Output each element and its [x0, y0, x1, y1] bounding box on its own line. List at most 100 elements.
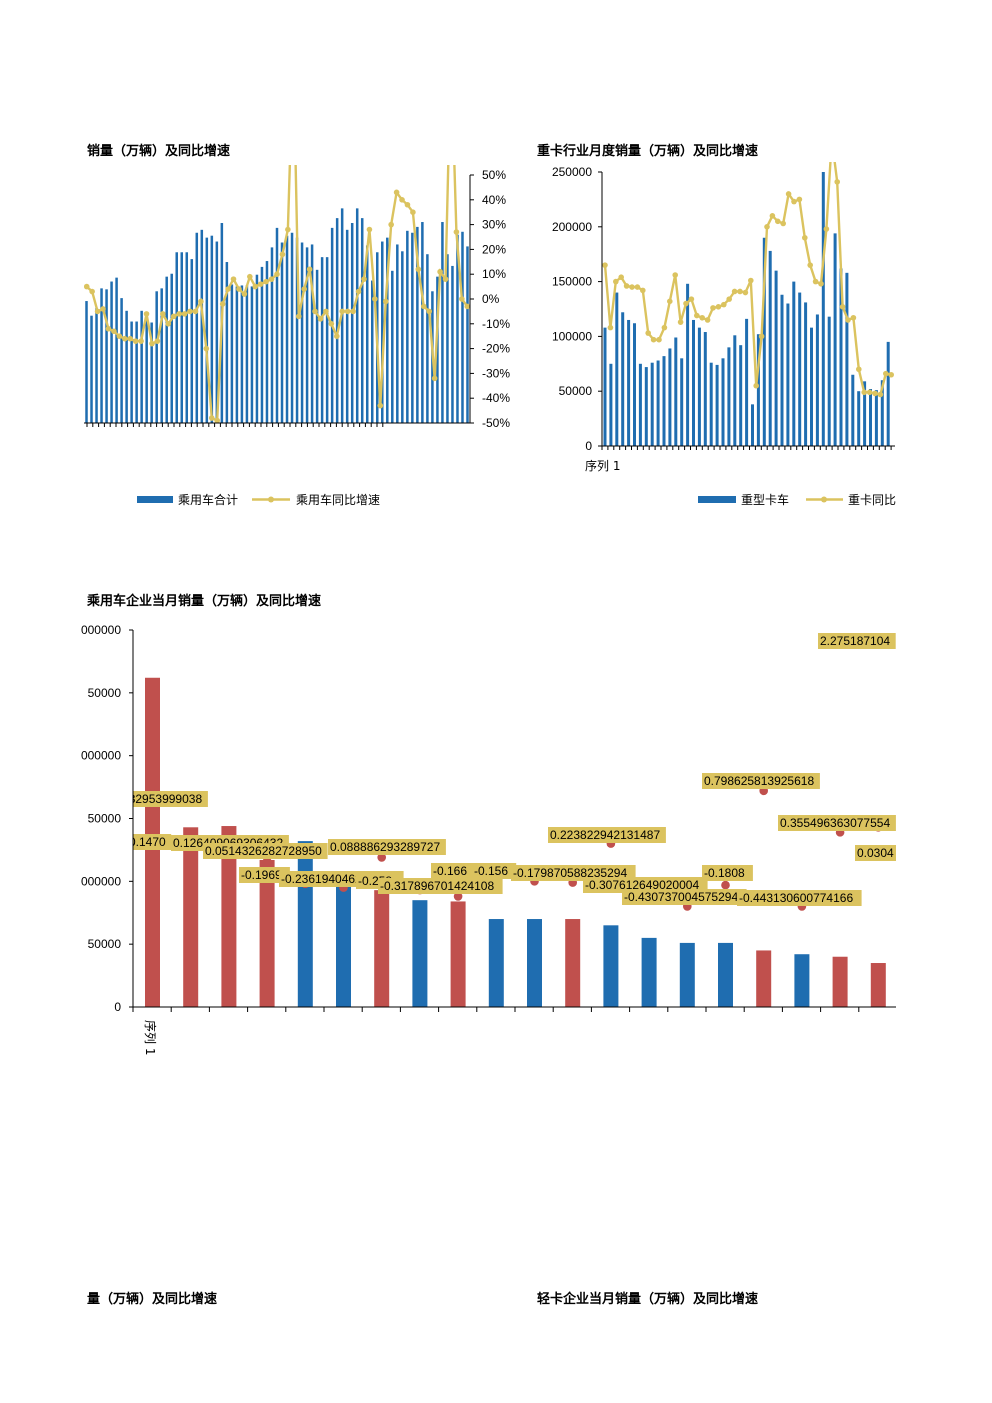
- chart3-plot: 0.6096329539990380.14700.126409069306432…: [133, 633, 896, 1007]
- chart2-legend-line-marker: [821, 496, 827, 503]
- chart1-line-point: [355, 288, 362, 295]
- chart3-data-label: -0.317896701424108: [380, 879, 494, 893]
- chart1-bar: [255, 274, 259, 423]
- chart1-bar: [305, 247, 309, 423]
- chart2-bar: [851, 374, 855, 446]
- chart3-data-label: -0.156: [474, 864, 508, 878]
- chart1-line-point: [111, 328, 117, 335]
- chart2-line-point: [845, 317, 851, 323]
- chart1-bar: [120, 298, 123, 423]
- chart1-line-point: [192, 308, 199, 315]
- chart1-line-point: [203, 345, 210, 352]
- chart3-bar: [183, 827, 199, 1007]
- chart1-y2-tick-label: -30%: [482, 366, 510, 380]
- chart2-line-point: [861, 389, 867, 396]
- chart2-bar: [680, 358, 684, 446]
- chart2-bar: [786, 303, 790, 446]
- chart1-line-point: [459, 296, 465, 302]
- chart1-bar: [185, 252, 189, 423]
- chart3-bar: [450, 901, 466, 1007]
- chart3-point: [262, 856, 272, 866]
- chart3-data-label-bg: [622, 889, 747, 905]
- chart2-bar: [650, 362, 654, 446]
- chart2-bar: [603, 327, 607, 446]
- chart2-line-point: [823, 226, 830, 232]
- chart3-bar: [756, 950, 772, 1007]
- chart1-y2-tick-label: 30%: [482, 218, 506, 232]
- chart1-line-point: [219, 301, 226, 307]
- chart1-line-point: [94, 308, 101, 315]
- chart3-data-label: 0.0514326282728950: [205, 844, 322, 858]
- chart1-y2-tick-label: -20%: [482, 342, 510, 356]
- chart1-line-point: [291, 48, 297, 54]
- chart3-bar: [641, 937, 657, 1007]
- chart1-line-point: [420, 303, 427, 310]
- chart2-plot: [602, 162, 894, 446]
- chart2-line-point: [688, 296, 695, 302]
- chart1-bar: [300, 242, 304, 423]
- chart3-bar: [336, 878, 351, 1007]
- chart3-data-label: 2.275187104: [820, 634, 890, 648]
- chart3-y-tick-label: 50000: [88, 686, 122, 700]
- chart1-bar: [245, 285, 249, 423]
- chart2-line-point: [677, 319, 684, 325]
- chart2-bar: [662, 356, 666, 446]
- chart2-line-point: [640, 287, 646, 294]
- chart1-line-point: [339, 308, 346, 315]
- chart2-bar: [845, 272, 849, 446]
- chart1-line-point: [361, 276, 367, 282]
- chart1-bar: [115, 277, 118, 423]
- chart1-bar: [355, 208, 359, 423]
- chart1-line-point: [187, 308, 193, 315]
- chart1-title: 销量（万辆）及同比增速: [87, 144, 231, 159]
- chart1-bar: [100, 288, 103, 423]
- chart1-line-point: [372, 296, 378, 302]
- chart5-title: 轻卡企业当月销量（万辆）及同比增速: [537, 1292, 759, 1307]
- chart1-bar: [275, 227, 279, 423]
- chart1-line-point: [154, 338, 161, 344]
- chart3-bar: [603, 925, 619, 1007]
- chart3-bar: [679, 942, 695, 1007]
- chart1-line-point: [143, 311, 150, 317]
- chart1-line-point: [268, 276, 275, 282]
- chart2-line-point: [877, 391, 884, 398]
- chart2-bar: [880, 380, 884, 446]
- chart1-legend-bar-label: 乘用车合计: [178, 492, 238, 507]
- chart3-data-label: 0.798625813925618: [704, 774, 814, 788]
- chart2-bar: [644, 367, 648, 446]
- chart1-bar: [290, 232, 294, 423]
- chart2-bar: [810, 327, 813, 446]
- chart1-line-point: [116, 333, 123, 340]
- chart1-bar: [335, 218, 339, 423]
- chart2-line-point: [672, 272, 678, 278]
- chart1-line-point: [257, 281, 264, 287]
- chart3-bar: [565, 919, 581, 1007]
- chart1-line-point: [437, 268, 443, 275]
- chart3-bar: [412, 900, 428, 1007]
- chart2-bar: [874, 390, 878, 446]
- chart2-bar: [739, 345, 743, 446]
- chart2-bar: [804, 302, 808, 446]
- chart1-bar: [130, 321, 133, 423]
- chart1-bar: [345, 229, 349, 423]
- chart2-line-point: [758, 333, 765, 340]
- chart3-y-tick-label: 000000: [81, 749, 121, 763]
- chart2-bar: [833, 233, 837, 446]
- chart1-bar: [155, 291, 158, 423]
- chart3-data-label-bg: [855, 845, 896, 861]
- chart2-line-point: [748, 277, 754, 284]
- chart3-bar: [527, 919, 542, 1007]
- chart1-line-point: [89, 288, 95, 295]
- chart1-bar: [180, 252, 184, 423]
- chart3-data-label-bg: [818, 633, 896, 649]
- chart2-line-point: [796, 196, 803, 203]
- chart3-point: [721, 880, 730, 890]
- chart1-y2-tick-label: 20%: [482, 242, 506, 256]
- chart2-bar: [886, 341, 890, 446]
- chart1-bar: [95, 307, 98, 423]
- chart1-line-point: [350, 308, 356, 315]
- chart1-y2-tick-label: -10%: [482, 317, 510, 331]
- chart2-bar: [768, 250, 772, 446]
- chart1-line-point: [236, 286, 242, 292]
- chart2-bar: [709, 362, 713, 446]
